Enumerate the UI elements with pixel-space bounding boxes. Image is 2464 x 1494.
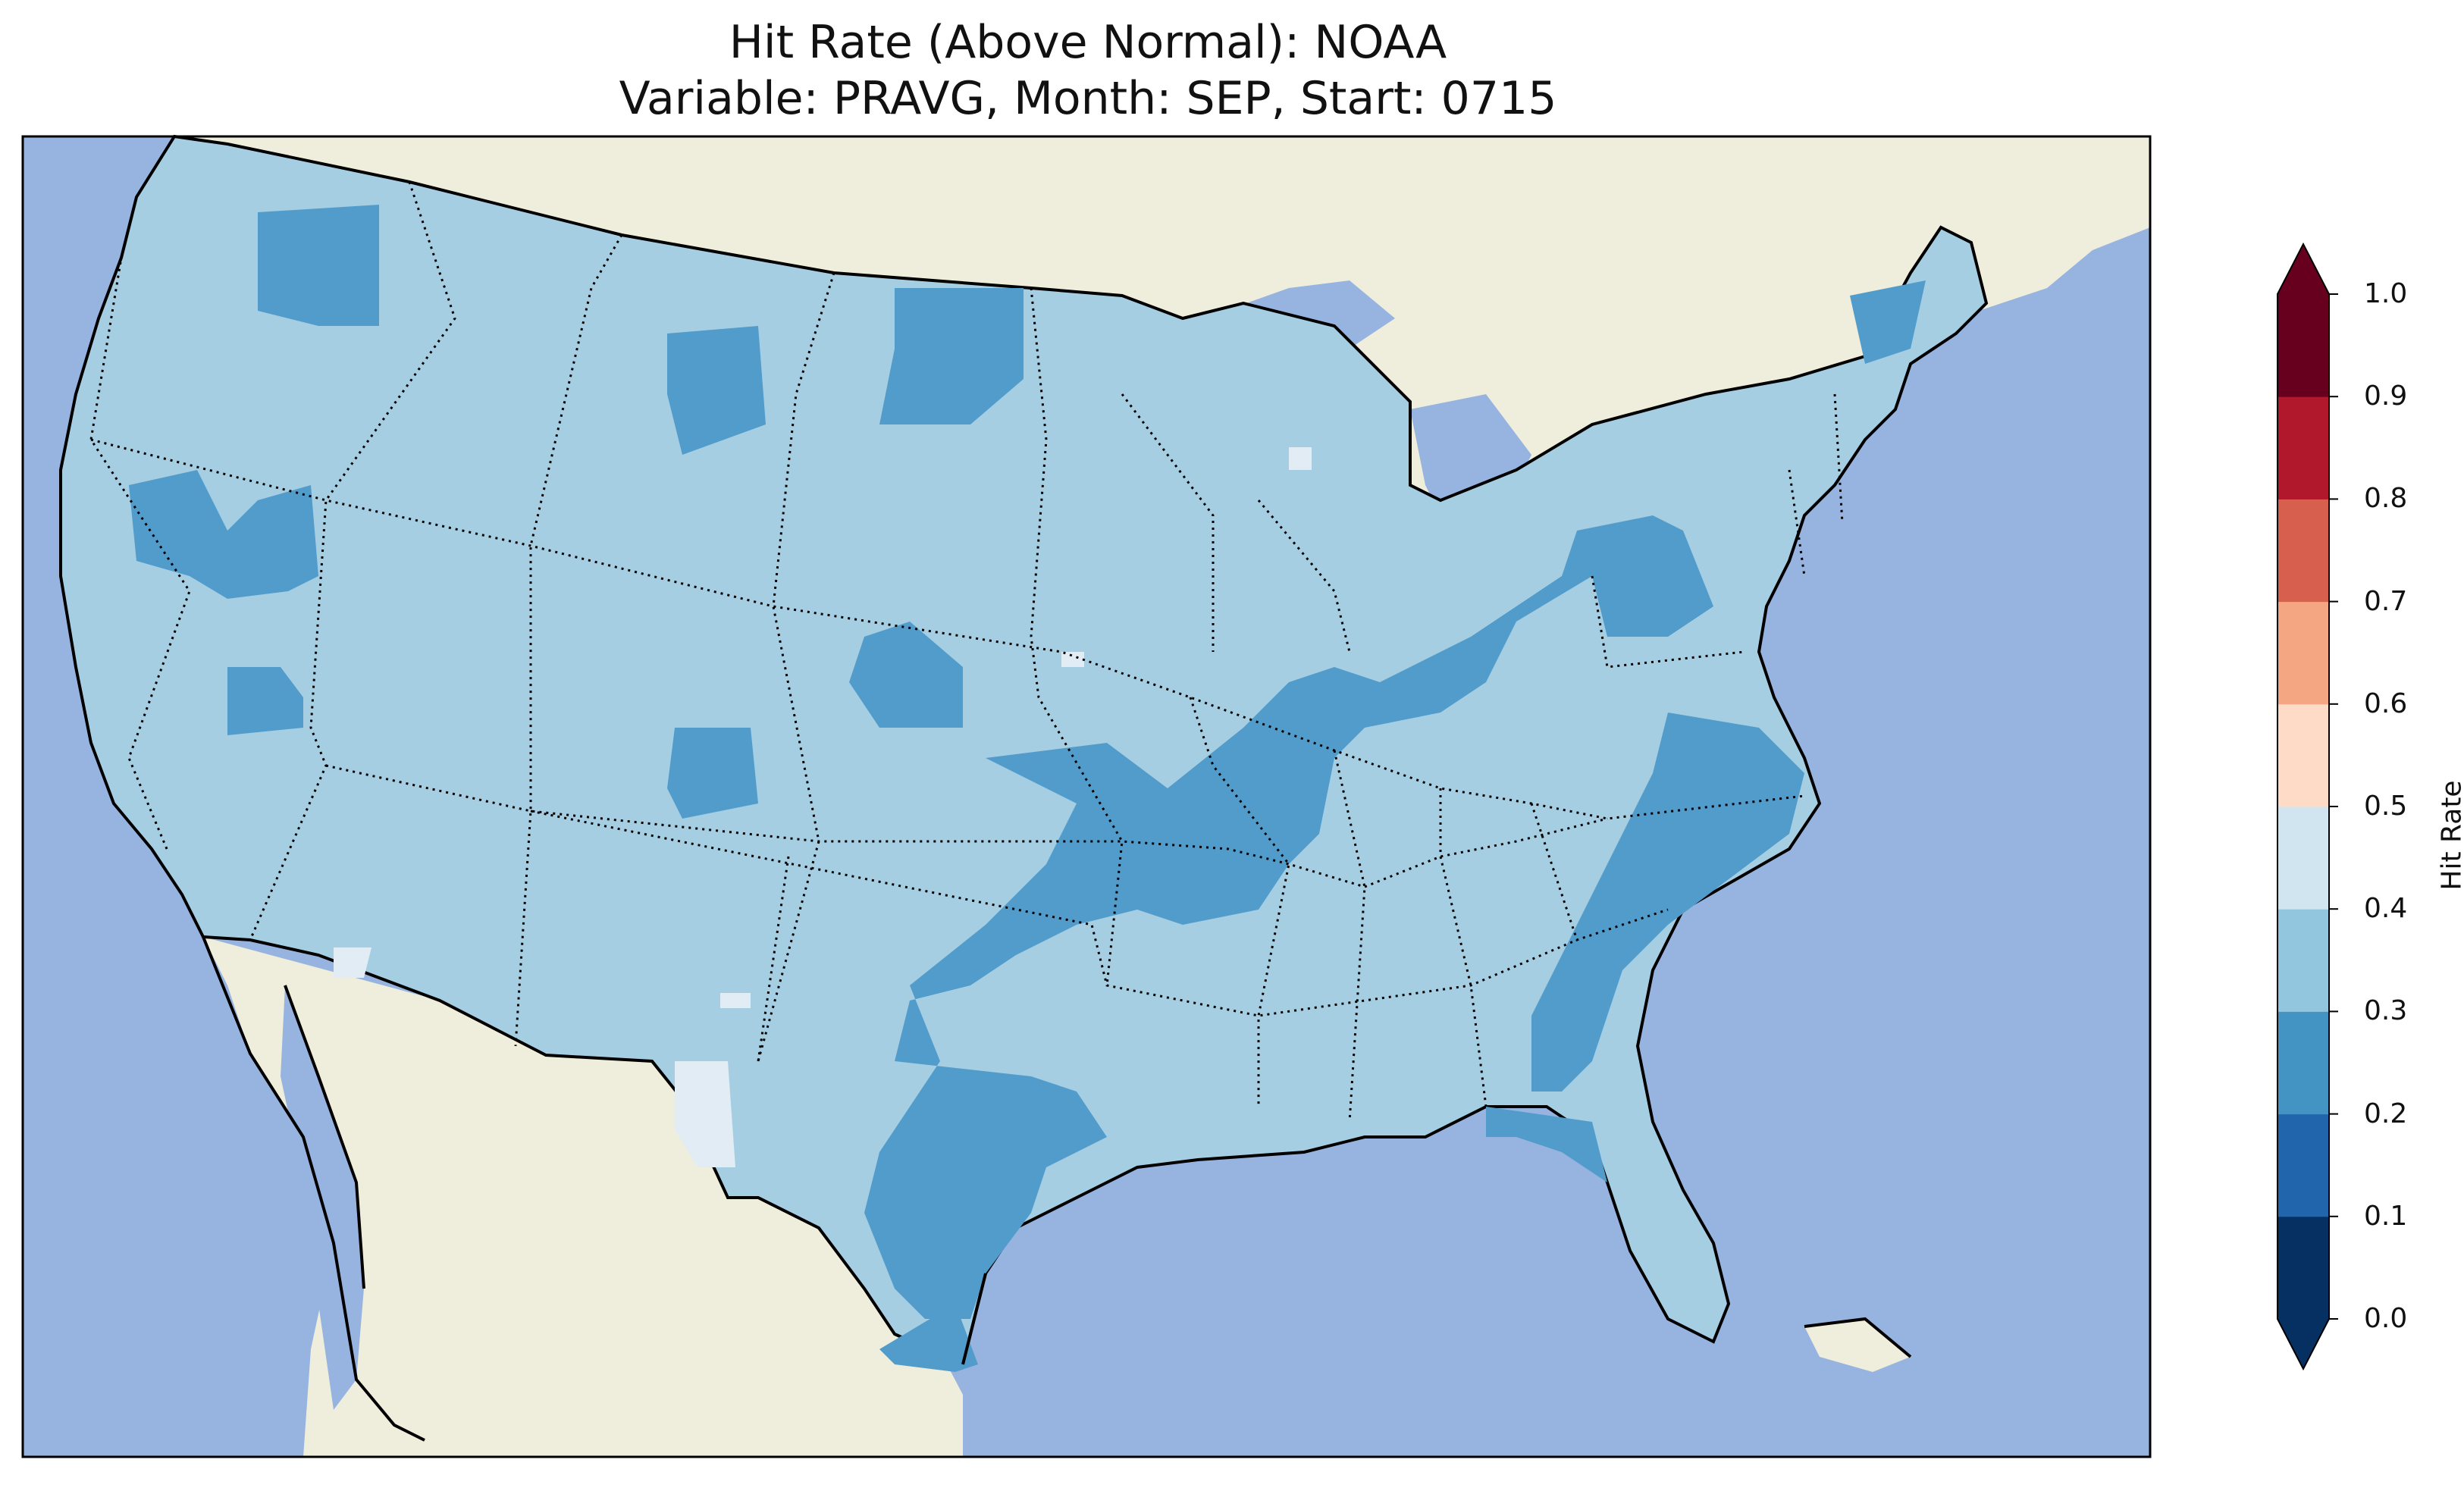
colorbar-bin [2277,703,2329,807]
colorbar-tick-label: 0.6 [2364,687,2408,719]
cuba-land [1804,1319,1911,1372]
colorbar-tick-label: 0.1 [2364,1200,2408,1232]
colorbar-bin [2277,499,2329,603]
usa-region [59,134,1989,1367]
coastlines [202,936,1912,1442]
colorbar-tick-label: 0.3 [2364,995,2408,1027]
colorbar-tick-label: 0.7 [2364,585,2408,617]
mexico-land [203,937,963,1457]
map-title: Hit Rate (Above Normal): NOAA [729,16,1447,69]
colorbar-bin [2277,909,2329,1012]
colorbar-tick-label: 0.8 [2364,483,2408,515]
colorbar-ticks [2329,293,2338,1320]
colorbar-bins [2277,294,2329,1320]
colorbar-bin [2277,396,2329,500]
colorbar-bin [2277,1011,2329,1115]
colorbar-tick-label: 1.0 [2364,278,2408,309]
map-frame [21,135,2152,1458]
state-borders [89,181,1844,1123]
colorbar-extend-high [2277,244,2329,294]
colorbar-label: Hit Rate [2436,780,2464,891]
colorbar-bin [2277,1216,2329,1320]
colorbar-bin [2277,294,2329,397]
colorbar-tick-label: 0.5 [2364,791,2408,822]
colorbar-bin [2277,601,2329,705]
colorbar-tick-label: 0.4 [2364,893,2408,925]
colorbar-tick-label: 0.9 [2364,381,2408,412]
colorbar-extend-low [2277,1319,2329,1369]
colorbar-bin [2277,1113,2329,1217]
colorbar-bin [2277,807,2329,910]
hit-rate-0.2-0.3-patches [129,205,1926,1372]
canada-land [174,136,2150,500]
colorbar-tick-label: 0.2 [2364,1098,2408,1129]
colorbar-tick-label: 0.0 [2364,1303,2408,1334]
map-subtitle: Variable: PRAVG, Month: SEP, Start: 0715 [619,72,1557,125]
hit-rate-0.4-0.5-patches [334,447,1312,1167]
